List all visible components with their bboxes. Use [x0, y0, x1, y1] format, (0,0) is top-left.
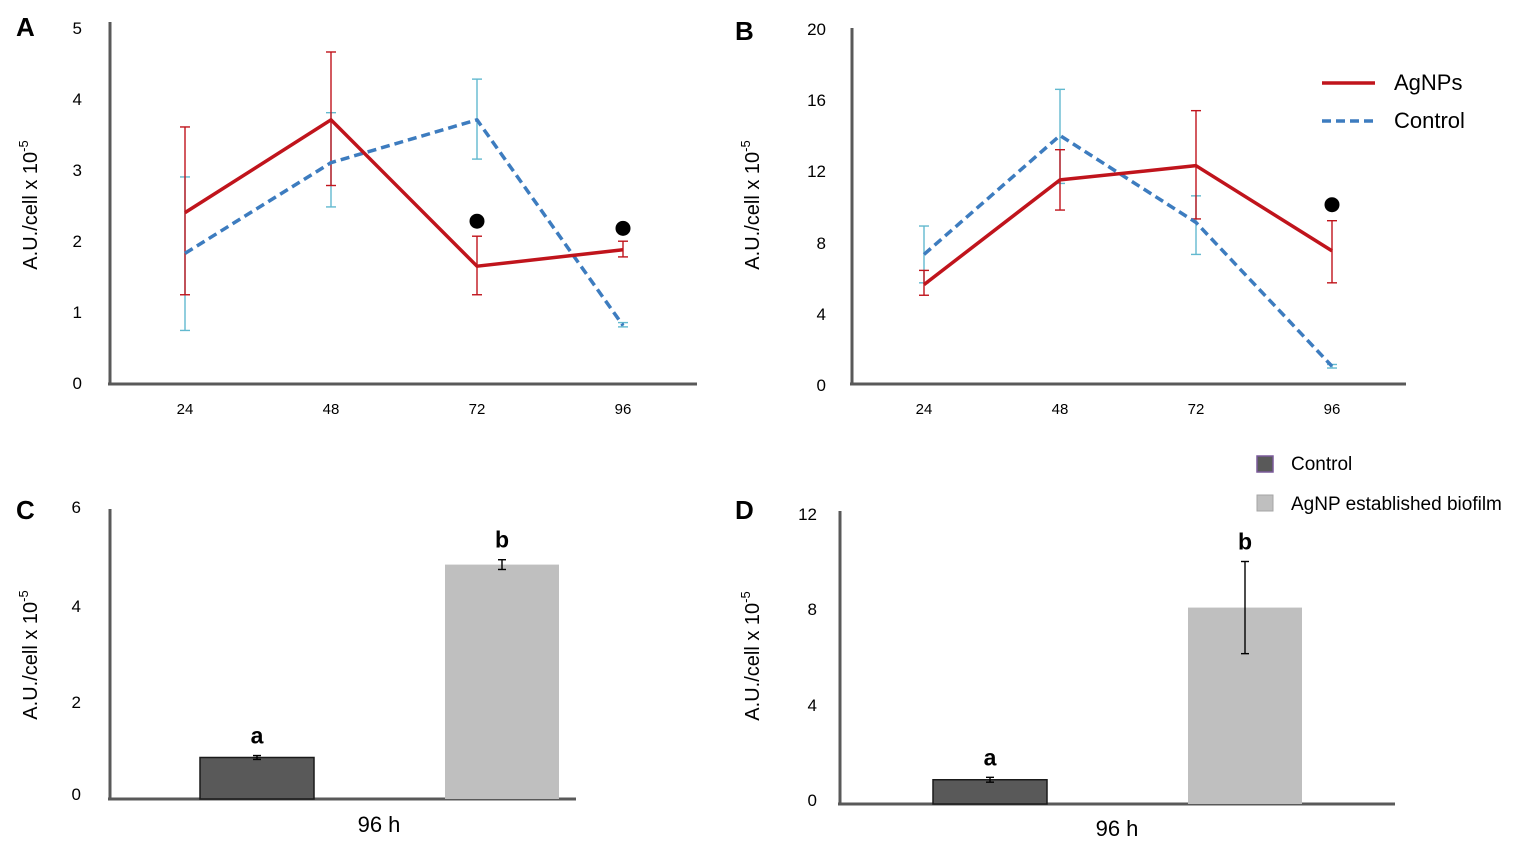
- panel-a-ylabel-exp: -5: [16, 140, 31, 152]
- panel-d-xlabel: 96 h: [1096, 816, 1139, 841]
- series-line-control: [922, 133, 1334, 368]
- series-line-agnps: [922, 163, 1333, 286]
- panel-b-ytick: 8: [817, 234, 826, 253]
- panel-a-label: A: [16, 12, 35, 42]
- panel-b-ylabel-exp: -5: [738, 140, 753, 152]
- panel-a-xtick: 96: [615, 401, 632, 418]
- panel-b-xtick: 72: [1188, 401, 1205, 418]
- bar-control: [199, 756, 315, 800]
- legend-agnp-biofilm-swatch: [1256, 494, 1274, 512]
- series-line-agnps: [184, 118, 624, 268]
- panel-b-xtick: 24: [916, 401, 933, 418]
- panel-a-ytick: 3: [73, 161, 82, 180]
- panel-a: A 0 1 2 3 4 5 24 48 72 96 A.U./cell x 10…: [16, 12, 697, 418]
- panel-b-ytick: 4: [817, 305, 826, 324]
- significance-letter: a: [251, 723, 264, 749]
- legend-agnp-biofilm-label: AgNP established biofilm: [1291, 494, 1502, 515]
- significance-dot: [615, 220, 631, 236]
- panel-b-plot: [919, 88, 1340, 369]
- panel-b-ytick: 20: [807, 20, 826, 39]
- significance-dot: [1324, 197, 1340, 213]
- panel-c-label: C: [16, 495, 35, 525]
- panel-a-ylabel: A.U./cell x 10-5: [16, 140, 42, 269]
- legend-control-bar-swatch: [1256, 455, 1274, 473]
- panel-c-ytick: 2: [72, 693, 81, 712]
- panel-a-ytick: 2: [73, 232, 82, 251]
- panel-b-xtick: 48: [1052, 401, 1069, 418]
- panel-d-ytick: 0: [808, 791, 817, 810]
- panel-c-ylabel-exp: -5: [16, 590, 31, 602]
- legend-agnps-label: AgNPs: [1394, 70, 1462, 95]
- panel-b-xtick: 96: [1324, 401, 1341, 418]
- panel-d-ylabel-text: A.U./cell x 10: [742, 603, 764, 721]
- panel-d-label: D: [735, 495, 754, 525]
- panel-b-ytick: 16: [807, 91, 826, 110]
- panel-b: B 0 4 8 12 16 20 24 48 72 96 A.U./cell x…: [735, 16, 1465, 418]
- significance-letter: a: [984, 744, 997, 770]
- panel-b-ytick: 12: [807, 162, 826, 181]
- significance-dot: [469, 213, 485, 229]
- bar-agnp-biofilm: [445, 564, 559, 799]
- panel-c-ylabel-text: A.U./cell x 10: [20, 602, 42, 720]
- panel-d-ytick: 8: [808, 600, 817, 619]
- significance-letter: b: [495, 527, 509, 553]
- panel-a-ytick: 4: [73, 90, 82, 109]
- panel-c-ytick: 4: [72, 597, 81, 616]
- panel-a-ylabel-text: A.U./cell x 10: [20, 152, 42, 270]
- series-line-control: [184, 118, 625, 327]
- panel-a-ytick: 5: [73, 19, 82, 38]
- panel-b-ylabel-text: A.U./cell x 10: [742, 152, 764, 270]
- panel-a-plot: [180, 51, 631, 332]
- panel-b-ylabel: A.U./cell x 10-5: [738, 140, 764, 269]
- panel-a-ytick: 0: [73, 374, 82, 393]
- panel-d: D 0 4 8 12 96 h A.U./cell x 10-5 ab Cont…: [735, 454, 1502, 841]
- panel-c-ytick: 0: [72, 785, 81, 804]
- panel-d-ylabel: A.U./cell x 10-5: [738, 591, 764, 720]
- panel-d-ytick: 12: [798, 505, 817, 524]
- panel-d-plot: ab: [932, 529, 1302, 805]
- panel-a-ytick: 1: [73, 303, 82, 322]
- panel-c-xlabel: 96 h: [358, 812, 401, 837]
- panel-a-xtick: 72: [469, 401, 486, 418]
- panel-b-ytick: 0: [817, 376, 826, 395]
- panel-a-xtick: 48: [323, 401, 340, 418]
- bar-control: [932, 779, 1048, 805]
- panel-d-ylabel-exp: -5: [738, 591, 753, 603]
- panel-c-ylabel: A.U./cell x 10-5: [16, 590, 42, 719]
- panel-b-legend: AgNPs Control: [1322, 70, 1465, 133]
- panel-a-xtick: 24: [177, 401, 194, 418]
- significance-letter: b: [1238, 529, 1252, 555]
- legend-control-bar-label: Control: [1291, 454, 1352, 475]
- panel-c-ytick: 6: [72, 498, 81, 517]
- panel-c: C 0 2 4 6 96 h A.U./cell x 10-5 ab: [16, 495, 576, 837]
- legend-control-label: Control: [1394, 108, 1465, 133]
- panel-d-legend: Control AgNP established biofilm: [1256, 454, 1502, 515]
- panel-b-label: B: [735, 16, 754, 46]
- panel-c-plot: ab: [199, 527, 559, 800]
- panel-d-ytick: 4: [808, 696, 817, 715]
